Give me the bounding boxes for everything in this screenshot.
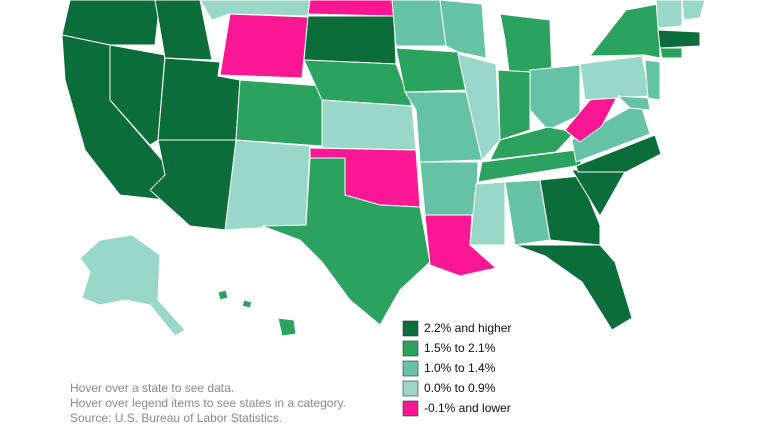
state[interactable] bbox=[439, 0, 487, 59]
state[interactable] bbox=[659, 47, 683, 59]
state[interactable] bbox=[321, 99, 417, 151]
legend-label[interactable]: -0.1% and lower bbox=[424, 401, 511, 415]
state[interactable] bbox=[224, 139, 311, 231]
state[interactable] bbox=[149, 139, 237, 231]
state[interactable] bbox=[539, 175, 601, 246]
state[interactable] bbox=[241, 299, 253, 309]
legend-label[interactable]: 1.0% to 1.4% bbox=[424, 361, 496, 375]
state[interactable] bbox=[219, 13, 309, 79]
state[interactable] bbox=[277, 317, 297, 337]
state[interactable] bbox=[657, 29, 701, 49]
state[interactable] bbox=[575, 134, 662, 173]
state[interactable] bbox=[391, 0, 447, 47]
state[interactable] bbox=[579, 55, 651, 101]
state[interactable] bbox=[644, 59, 661, 101]
state[interactable] bbox=[681, 0, 706, 21]
legend-label[interactable]: 0.0% to 0.9% bbox=[424, 381, 496, 395]
state[interactable] bbox=[497, 69, 531, 141]
legend-swatch[interactable] bbox=[402, 380, 419, 397]
state[interactable] bbox=[489, 126, 576, 161]
state[interactable] bbox=[261, 157, 431, 326]
note: Hover over a state to see data. bbox=[70, 381, 234, 395]
state[interactable] bbox=[109, 44, 166, 146]
legend-swatch[interactable] bbox=[402, 340, 419, 357]
state[interactable] bbox=[303, 15, 397, 65]
state[interactable] bbox=[564, 94, 619, 143]
state[interactable] bbox=[529, 64, 581, 131]
state[interactable] bbox=[655, 0, 683, 29]
state[interactable] bbox=[61, 0, 161, 46]
state[interactable] bbox=[469, 181, 506, 246]
legend-label[interactable]: 1.5% to 2.1% bbox=[424, 341, 496, 355]
legend-swatch[interactable] bbox=[402, 320, 419, 337]
state[interactable] bbox=[235, 79, 323, 147]
state[interactable] bbox=[404, 91, 483, 163]
state[interactable] bbox=[217, 289, 229, 301]
legend-swatch[interactable] bbox=[402, 400, 419, 417]
note: Source: U.S. Bureau of Labor Statistics. bbox=[70, 411, 282, 425]
state[interactable] bbox=[457, 53, 501, 162]
legend-swatch[interactable] bbox=[402, 360, 419, 377]
state[interactable] bbox=[419, 161, 479, 216]
state[interactable] bbox=[616, 95, 651, 111]
state[interactable] bbox=[154, 0, 213, 61]
state[interactable] bbox=[514, 244, 633, 331]
note: Hover over legend items to see states in… bbox=[70, 396, 346, 410]
state[interactable] bbox=[588, 3, 661, 59]
state[interactable] bbox=[307, 0, 395, 17]
state[interactable] bbox=[79, 234, 186, 337]
state[interactable] bbox=[424, 214, 498, 277]
legend-label[interactable]: 2.2% and higher bbox=[424, 321, 511, 335]
state[interactable] bbox=[571, 101, 651, 163]
